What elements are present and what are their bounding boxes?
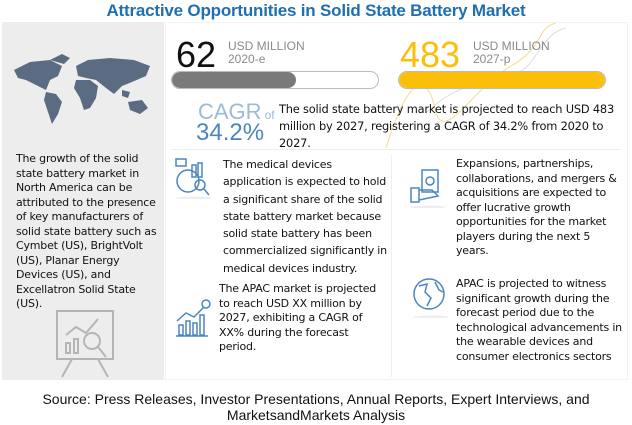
cagr-label: CAGR of xyxy=(198,99,275,125)
source-note: Source: Press Releases, Investor Present… xyxy=(42,391,590,423)
cagr-word: CAGR xyxy=(198,99,262,124)
year-2020: 2020-e xyxy=(228,52,266,66)
progress-fill-2020 xyxy=(172,72,296,88)
value-2020: 62 xyxy=(176,34,217,75)
cagr-description: The solid state battery market is projec… xyxy=(279,102,614,150)
money-hand-icon xyxy=(410,169,446,208)
insight-expansions-text: Expansions, partnerships, collaborations… xyxy=(456,157,617,257)
insight-apac-market-text: The APAC market is projected to reach US… xyxy=(219,282,377,353)
north-america-text: The growth of the solid state battery ma… xyxy=(16,152,157,310)
globe-icon xyxy=(413,278,449,318)
world-map-icon xyxy=(14,54,150,124)
divider xyxy=(391,155,392,377)
unit-2027: USD MILLION xyxy=(473,39,550,53)
insight-apac-growth-text: APAC is projected to witness significant… xyxy=(456,277,622,363)
divider xyxy=(171,149,621,150)
progress-bar-2027 xyxy=(398,71,606,89)
left-panel: The growth of the solid state battery ma… xyxy=(2,22,164,380)
year-2027: 2027-p xyxy=(473,52,511,66)
analytics-presentation-icon xyxy=(56,310,114,378)
progress-fill-2027 xyxy=(399,72,605,88)
unit-2020: USD MILLION xyxy=(228,39,305,53)
cagr-value: 34.2% xyxy=(196,119,265,146)
page-title: Attractive Opportunities in Solid State … xyxy=(106,1,526,20)
progress-bar-2020 xyxy=(171,71,379,89)
main-panel: 62 USD MILLION 2020-e 483 USD MILLION 20… xyxy=(165,22,628,380)
growth-chart-icon xyxy=(176,299,211,337)
value-2027: 483 xyxy=(400,34,461,75)
medical-analytics-icon xyxy=(175,158,212,199)
insight-medical-text: The medical devices application is expec… xyxy=(223,158,387,275)
cagr-of: of xyxy=(264,108,275,122)
